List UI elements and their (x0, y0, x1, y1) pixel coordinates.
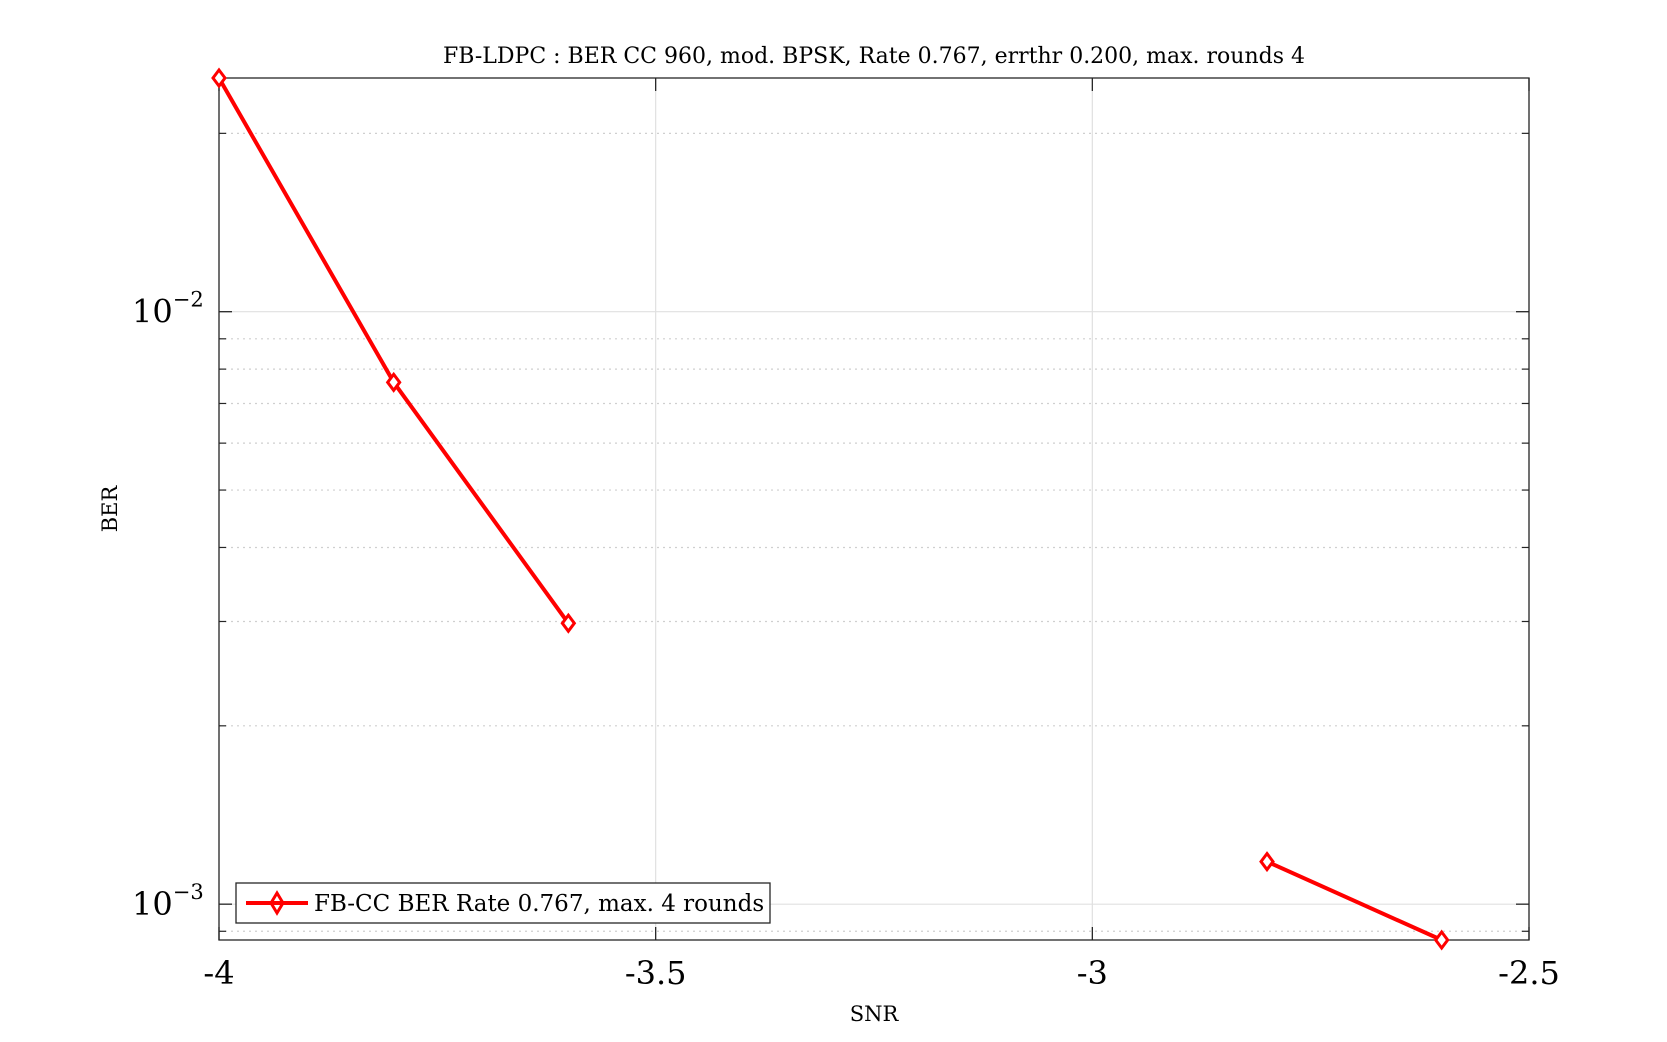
y-tick-label: 10−2 (132, 288, 204, 331)
y-tick-label-base: 10 (132, 885, 173, 923)
chart-title: FB-LDPC : BER CC 960, mod. BPSK, Rate 0.… (443, 44, 1305, 69)
x-tick-label: -3.5 (625, 954, 687, 992)
plot-area (219, 78, 1529, 940)
label-layer: FB-LDPC : BER CC 960, mod. BPSK, Rate 0.… (98, 44, 1560, 1026)
series-line-segment (1266, 859, 1443, 942)
y-axis-label: BER (98, 485, 122, 533)
grid-layer (218, 78, 1530, 940)
data-point-marker (385, 371, 402, 393)
legend: FB-CC BER Rate 0.767, max. 4 rounds (235, 882, 771, 924)
x-tick-label: -4 (203, 954, 234, 992)
y-tick-label-exponent: −3 (173, 880, 204, 904)
y-tick-label-base: 10 (132, 293, 173, 331)
legend-entry-label: FB-CC BER Rate 0.767, max. 4 rounds (314, 891, 764, 917)
data-point-marker (560, 612, 577, 634)
x-axis-label: SNR (850, 1002, 900, 1026)
legend-marker-diamond (269, 890, 285, 916)
x-tick-label: -3 (1077, 954, 1108, 992)
y-tick-label: 10−3 (132, 880, 204, 923)
data-point-marker (211, 67, 227, 89)
data-point-marker (1433, 929, 1450, 951)
plot-frame (218, 77, 1530, 941)
data-point-marker (1259, 851, 1275, 873)
y-tick-label-exponent: −2 (173, 288, 204, 312)
x-tick-label: -2.5 (1498, 954, 1560, 992)
series-layer (211, 67, 1450, 951)
legend-box (235, 882, 771, 924)
